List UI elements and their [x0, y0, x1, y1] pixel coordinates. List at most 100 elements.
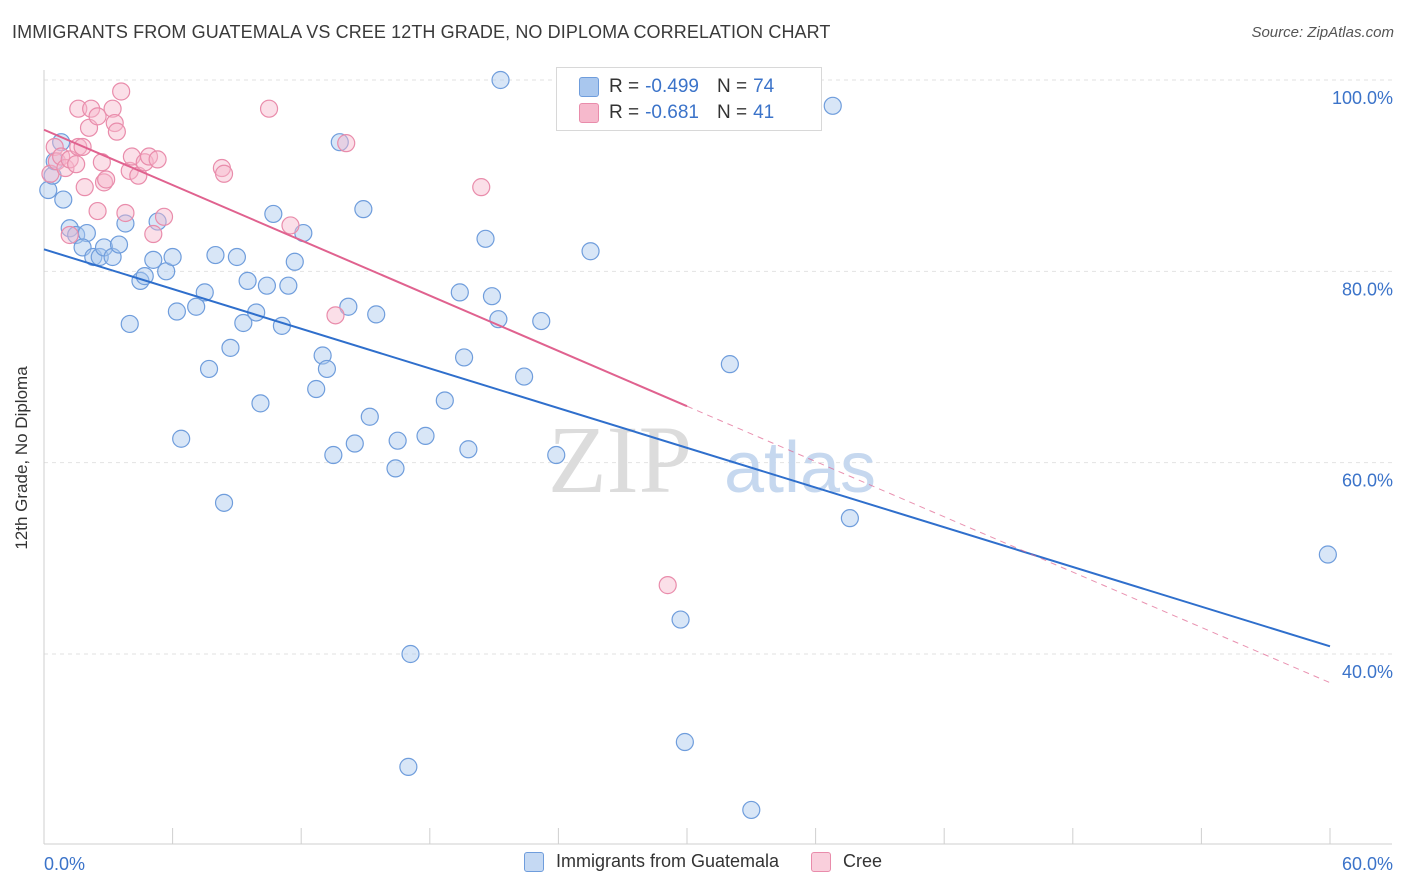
- data-point: [112, 82, 131, 101]
- series-legend: Immigrants from Guatemala Cree: [0, 851, 1406, 872]
- watermark-atlas: atlas: [724, 428, 876, 508]
- data-point: [90, 247, 109, 267]
- grid-layer: [44, 79, 1392, 655]
- data-point: [742, 800, 761, 820]
- chart-title: IMMIGRANTS FROM GUATEMALA VS CREE 12TH G…: [12, 22, 831, 42]
- legend-row-cree: R = -0.681 N = 41: [579, 100, 774, 126]
- data-point: [491, 70, 510, 90]
- series-cree-points: [41, 82, 677, 595]
- data-point: [88, 107, 107, 126]
- data-point: [234, 313, 253, 333]
- legend-swatch-cree: [579, 103, 599, 123]
- data-point: [313, 346, 332, 365]
- data-point: [360, 407, 379, 426]
- data-point: [720, 355, 739, 374]
- data-point: [199, 359, 219, 379]
- data-point: [251, 394, 270, 413]
- data-point: [671, 610, 690, 629]
- x-tick-label: 0.0%: [44, 854, 85, 874]
- legend-n-label: N =: [716, 102, 748, 123]
- data-point: [259, 99, 279, 118]
- data-point: [116, 203, 135, 223]
- legend-swatch-guatemala: [523, 851, 544, 872]
- data-point: [339, 297, 358, 316]
- watermark: ZIP atlas: [548, 406, 876, 513]
- data-point: [281, 216, 300, 235]
- legend-r-label: R =: [609, 76, 640, 97]
- stats-legend: R = -0.499 N = 74 R = -0.681 N = 41: [556, 67, 822, 131]
- data-point: [67, 155, 86, 174]
- data-point: [416, 426, 435, 445]
- tick-labels: 100.0% 80.0% 60.0% 40.0% 0.0% 60.0%: [44, 88, 1393, 874]
- data-point: [330, 133, 349, 152]
- legend-n-label: N =: [716, 76, 748, 97]
- data-point: [148, 150, 167, 169]
- data-point: [399, 757, 418, 776]
- data-point: [120, 314, 139, 334]
- data-point: [279, 276, 298, 295]
- watermark-zip: ZIP: [548, 406, 692, 513]
- data-point: [337, 134, 356, 153]
- source-label: Source: ZipAtlas.com: [1251, 24, 1394, 41]
- legend-label-cree: Cree: [843, 851, 883, 871]
- data-point: [515, 367, 534, 386]
- data-point: [69, 99, 88, 118]
- data-point: [167, 302, 186, 321]
- data-point: [163, 247, 182, 267]
- data-point: [94, 173, 114, 192]
- data-point: [401, 644, 420, 664]
- series-guatemala-points: [39, 70, 1337, 820]
- data-point: [324, 445, 343, 465]
- data-point: [317, 359, 337, 379]
- legend-row-guatemala: R = -0.499 N = 74: [579, 74, 774, 100]
- data-point: [56, 158, 75, 178]
- data-point: [450, 283, 469, 302]
- data-point: [476, 229, 495, 248]
- data-point: [482, 287, 502, 306]
- y-tick-label: 40.0%: [1342, 662, 1393, 682]
- data-point: [206, 245, 225, 265]
- data-point: [388, 431, 407, 450]
- axis-layer: [43, 70, 1392, 845]
- data-point: [187, 297, 206, 316]
- data-point: [264, 204, 283, 224]
- x-tick-label: 60.0%: [1342, 854, 1393, 874]
- data-point: [675, 732, 694, 752]
- legend-item-cree[interactable]: Cree: [811, 851, 882, 872]
- data-point: [221, 338, 240, 357]
- data-point: [214, 493, 234, 512]
- data-point: [214, 164, 234, 183]
- y-axis-title: 12th Grade, No Diploma: [12, 366, 31, 550]
- trend-line-cree: [43, 128, 688, 408]
- data-point: [172, 429, 191, 448]
- data-point: [840, 509, 859, 528]
- legend-r-value: -0.681: [645, 102, 699, 123]
- data-point: [547, 445, 566, 465]
- legend-r-label: R =: [609, 102, 640, 123]
- data-point: [154, 207, 174, 226]
- legend-n-value: 41: [753, 102, 775, 123]
- data-point: [658, 576, 677, 595]
- data-point: [532, 311, 551, 331]
- data-point: [60, 225, 79, 245]
- data-point: [326, 306, 345, 325]
- data-point: [109, 235, 129, 254]
- trend-line-cree-extension: [686, 405, 1331, 684]
- data-point: [144, 250, 163, 269]
- data-point: [307, 379, 326, 399]
- y-tick-label: 100.0%: [1332, 88, 1393, 108]
- data-point: [1318, 545, 1337, 564]
- data-point: [454, 348, 474, 367]
- data-point: [257, 276, 277, 295]
- data-point: [435, 391, 454, 410]
- data-point: [581, 242, 600, 261]
- data-point: [103, 99, 122, 118]
- y-tick-label: 60.0%: [1342, 471, 1393, 491]
- data-point: [354, 200, 373, 219]
- legend-item-guatemala[interactable]: Immigrants from Guatemala: [523, 851, 779, 872]
- data-point: [45, 137, 64, 157]
- data-point: [227, 247, 246, 267]
- data-point: [135, 267, 154, 286]
- data-point: [345, 434, 364, 453]
